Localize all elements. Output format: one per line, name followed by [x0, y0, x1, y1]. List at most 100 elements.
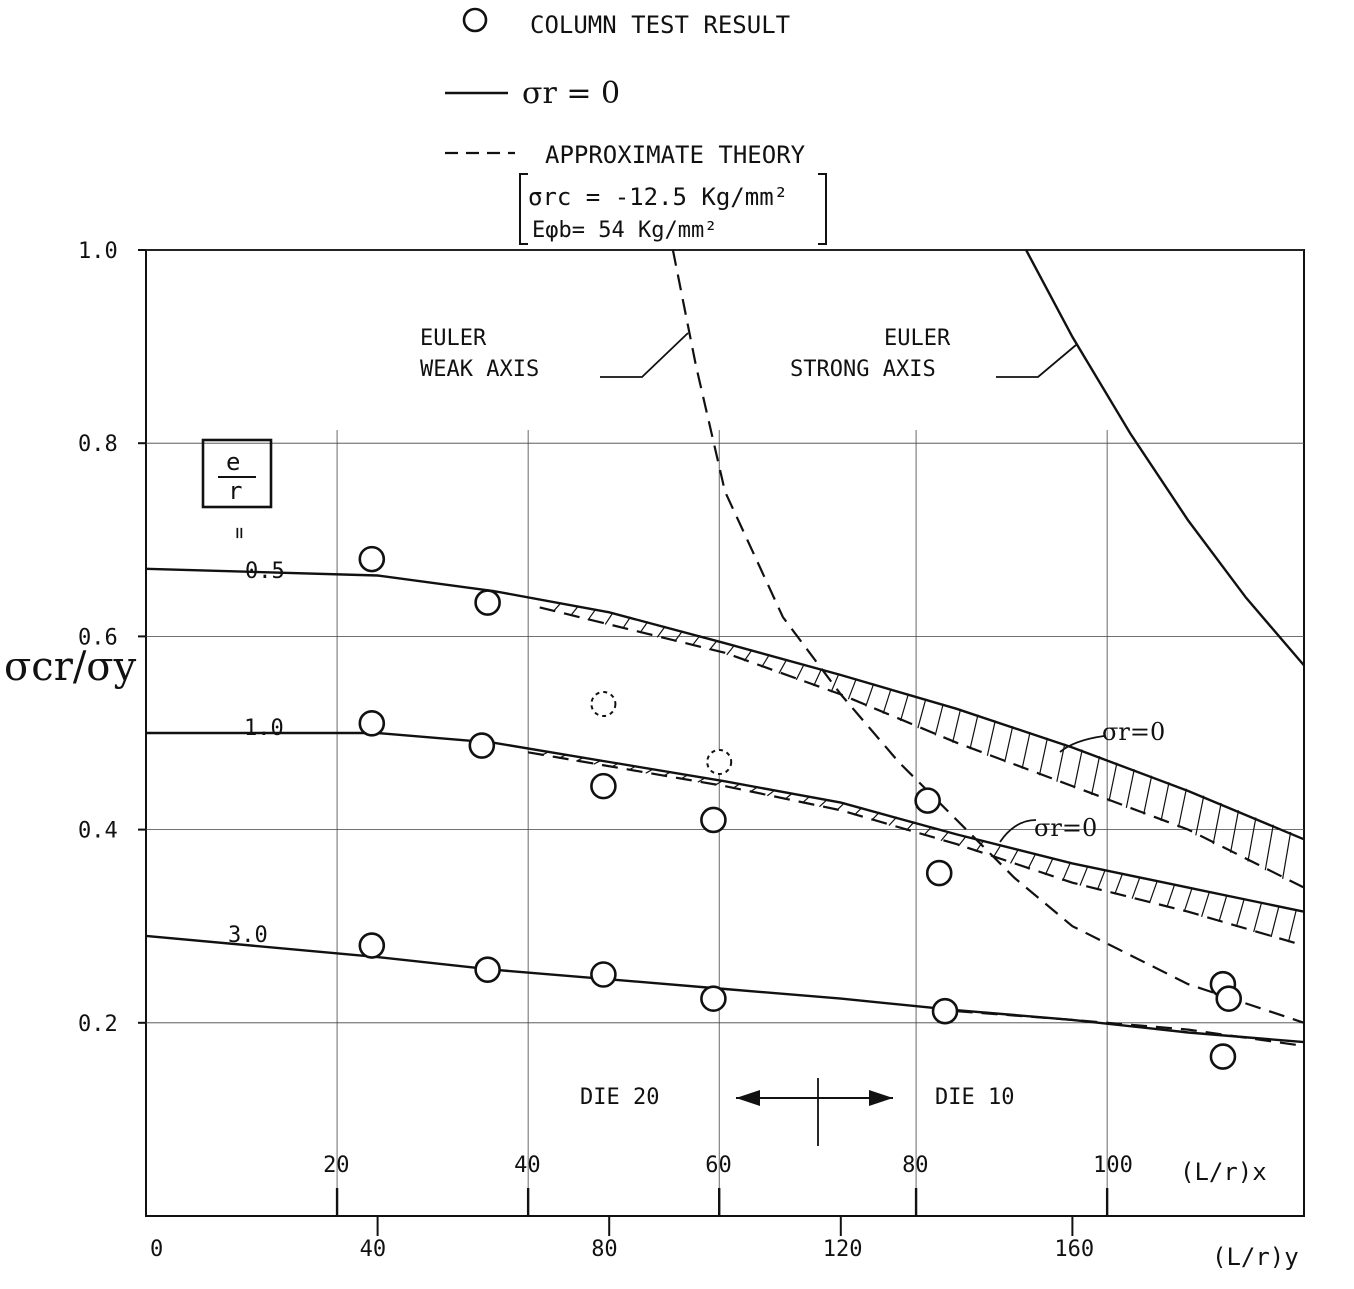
series-solid-3.0: [145, 934, 1305, 1044]
hatch-line: [656, 625, 666, 638]
hatch-line: [1131, 876, 1141, 899]
series-solid-0.5: [145, 567, 1305, 841]
x-inner-tick-label-3: 80: [902, 1153, 929, 1178]
hatch-line: [778, 658, 788, 674]
hatch-line: [865, 683, 875, 707]
hatch-line: [784, 792, 794, 800]
test-point: [590, 961, 617, 988]
hatch-line: [871, 811, 880, 821]
hatch-line: [1264, 824, 1274, 871]
hatch-line: [761, 654, 771, 668]
hatch-line: [934, 703, 944, 736]
x-ticks-inner: 20 40 60 80 100: [323, 1153, 1133, 1216]
hatch-line: [1235, 898, 1245, 928]
hatch-line: [541, 750, 550, 756]
test-point: [700, 985, 727, 1012]
die-10-label: DIE 10: [935, 1085, 1014, 1110]
hatch-line: [726, 644, 736, 656]
hatch-line: [1079, 865, 1089, 886]
hatch-line: [1200, 891, 1211, 917]
hatch-line: [1270, 905, 1280, 938]
hatch-line: [952, 708, 962, 743]
hatch-line: [1108, 762, 1118, 802]
hatch-line: [1229, 810, 1240, 853]
x-tick-label-2: 80: [591, 1237, 618, 1262]
die-arrow-left-icon: [736, 1090, 760, 1106]
hatch-line: [1160, 782, 1170, 822]
x-tick-label-4: 160: [1054, 1237, 1094, 1262]
euler-strong-label-2: STRONG AXIS: [790, 357, 936, 382]
hatch-line: [992, 844, 1002, 858]
y-axis-title: σcr/σy: [4, 644, 137, 690]
series-label-3-0: 3.0: [228, 923, 268, 948]
hatch-line: [743, 649, 753, 662]
hatch-line: [1004, 726, 1014, 763]
hatch-line: [680, 774, 689, 780]
test-point: [931, 997, 959, 1025]
hatch-line: [1282, 831, 1292, 879]
y-tick-label-4: 1.0: [78, 239, 118, 264]
hatch-line: [1253, 901, 1263, 933]
x-tick-label-3: 120: [823, 1237, 863, 1262]
hatch-line: [1073, 749, 1083, 789]
test-point-dashed: [590, 691, 617, 718]
test-point: [1215, 985, 1243, 1012]
euler-strong-label-1: EULER: [884, 326, 951, 351]
hatch-line: [940, 830, 950, 842]
hatch-line: [1114, 872, 1124, 895]
series-label-0-5: 0.5: [245, 559, 285, 584]
hatch-line: [1143, 775, 1153, 815]
hatch-line: [575, 756, 585, 762]
equals-mark: =: [228, 527, 252, 539]
x-tick-label-1: 40: [360, 1237, 387, 1262]
legend-bracket-right: [818, 173, 827, 245]
hatch-line: [1044, 857, 1054, 876]
series-dashed-1.0: [527, 751, 1305, 947]
hatch-line: [957, 835, 967, 847]
hatch-line: [1218, 894, 1228, 923]
hatch-line: [888, 816, 898, 826]
series-dashed-3.0: [956, 1010, 1305, 1048]
hatch-line: [622, 616, 632, 630]
x-inner-tick-label-4: 100: [1093, 1153, 1133, 1178]
x-axis-title-inner: (L/r)x: [1180, 1158, 1267, 1186]
hatch-line: [558, 753, 568, 759]
test-point: [1209, 1043, 1237, 1070]
x-tick-label-0: 0: [150, 1237, 163, 1262]
test-point: [700, 806, 727, 834]
test-point: [468, 732, 496, 759]
legend-test-result: COLUMN TEST RESULT: [530, 11, 790, 39]
test-point: [914, 787, 941, 814]
test-point: [358, 932, 386, 959]
test-point: [358, 710, 386, 737]
hatch-line: [975, 839, 985, 853]
hatch-line: [1195, 795, 1205, 836]
curves: [145, 249, 1305, 1048]
test-point: [474, 589, 501, 616]
test-point: [474, 956, 501, 983]
hatch-line: [662, 771, 672, 777]
hatch-line: [923, 826, 933, 837]
hatch-line: [708, 639, 718, 651]
euler-weak-label-1: EULER: [420, 326, 487, 351]
hatch-line: [587, 608, 597, 621]
e-over-r-box: [201, 438, 273, 509]
hatch-line: [1183, 887, 1193, 912]
series-dashed-0.5: [539, 606, 1305, 889]
hatch-line: [628, 765, 637, 771]
hatch-line: [552, 602, 562, 613]
hatch-line: [645, 768, 655, 774]
sr0-leader-2: [999, 819, 1037, 843]
e-over-r-denominator: r: [228, 477, 242, 505]
hatch-line: [697, 776, 707, 783]
hatch-line: [969, 714, 979, 750]
legend-circle-icon: [462, 7, 488, 33]
legend-approx-theory: APPROXIMATE THEORY: [545, 141, 806, 169]
y-tick-label-0: 0.2: [78, 1012, 118, 1037]
hatch-line: [1177, 788, 1187, 828]
hatch-line: [1247, 817, 1257, 862]
hatch-line: [1021, 731, 1031, 769]
sr0-annotation-2: σr=0: [1034, 814, 1097, 842]
hatch-line: [1287, 909, 1298, 943]
y-tick-label-2: 0.6: [78, 625, 118, 650]
